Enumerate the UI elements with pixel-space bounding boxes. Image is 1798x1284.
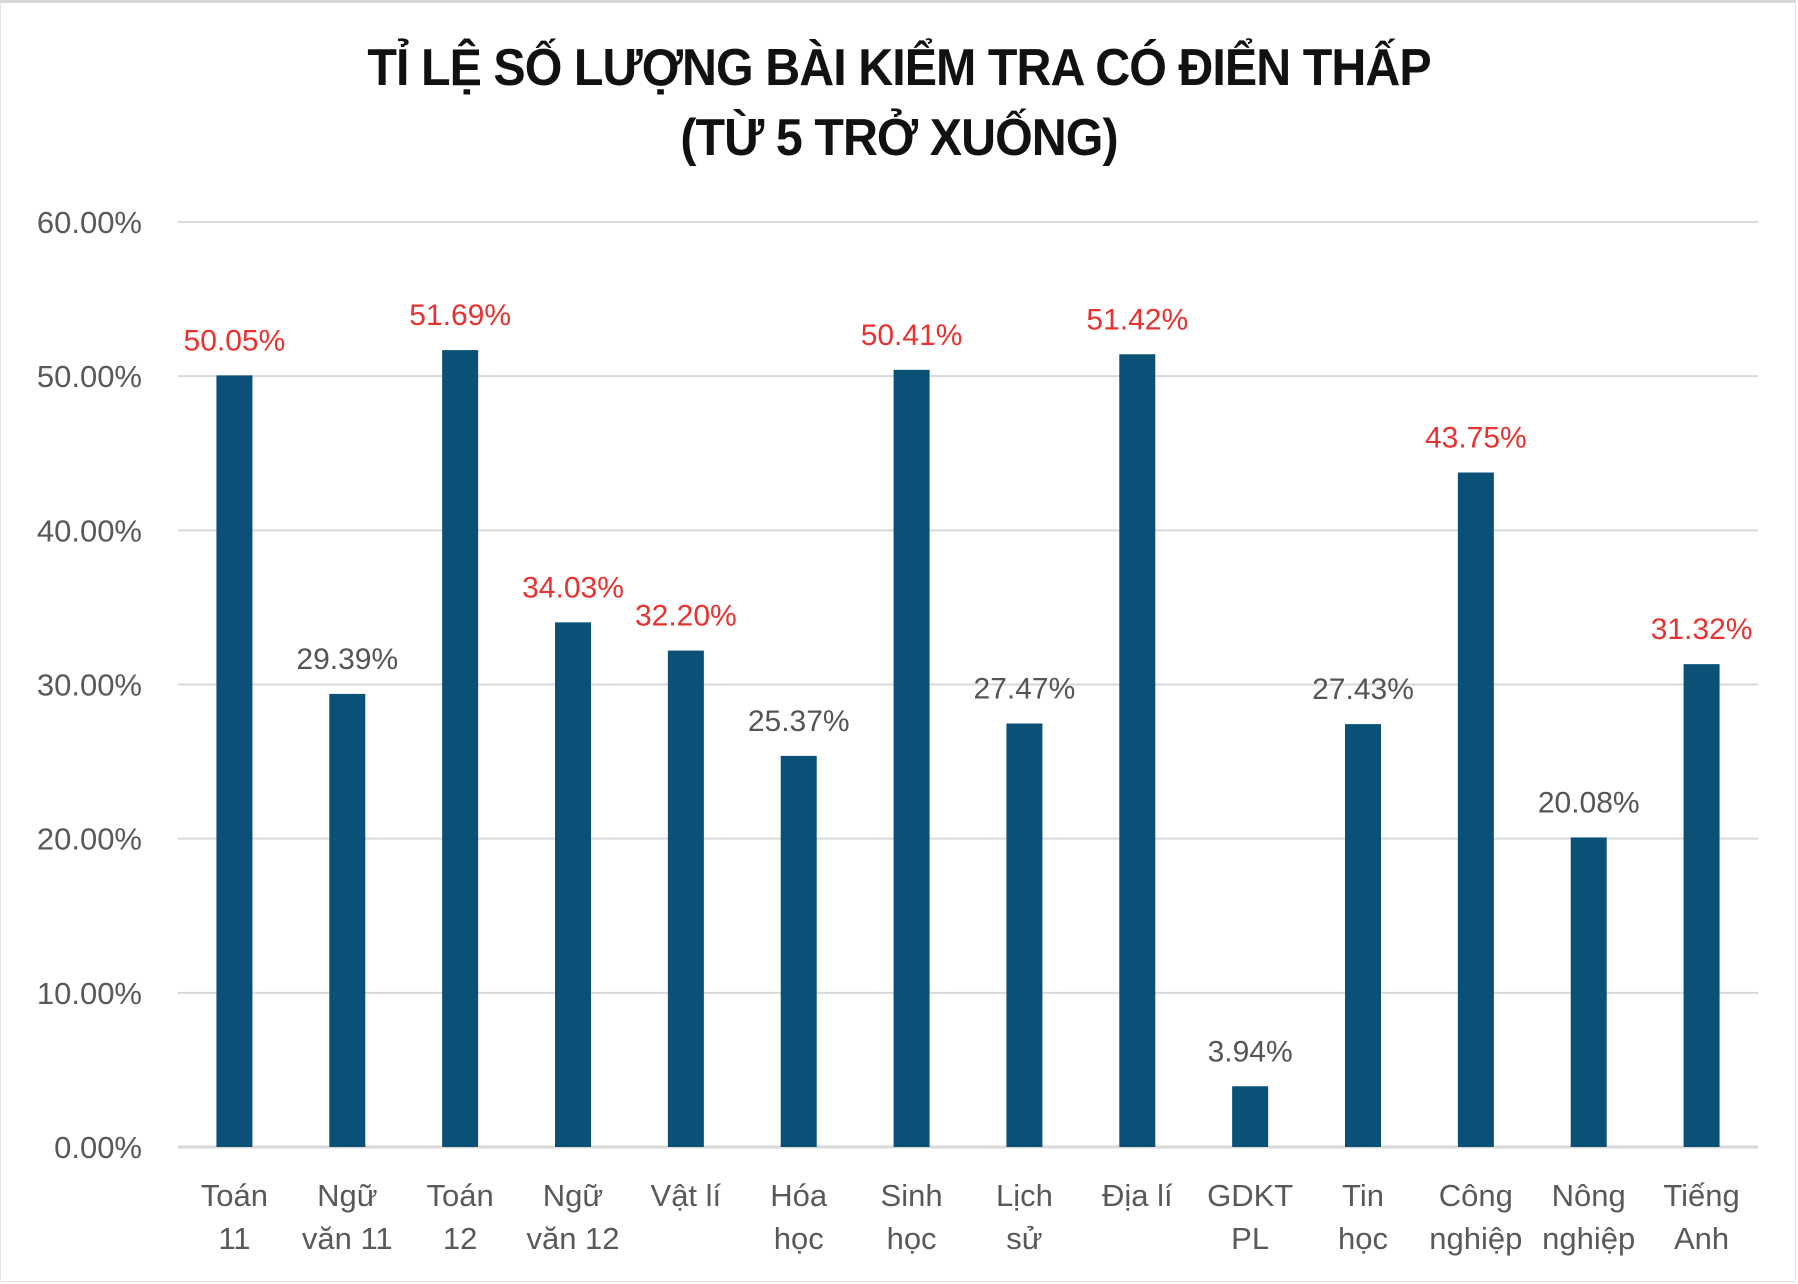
data-label: 27.43% xyxy=(1312,673,1414,706)
x-tick-label: Nông xyxy=(1552,1178,1626,1213)
data-label: 34.03% xyxy=(522,571,624,604)
data-label: 3.94% xyxy=(1208,1035,1293,1068)
x-tick-label: học xyxy=(1338,1221,1388,1256)
data-label: 51.69% xyxy=(409,299,511,332)
x-tick-label: Toán xyxy=(427,1178,494,1213)
y-tick-label: 20.00% xyxy=(37,822,142,857)
bar xyxy=(216,375,253,1147)
data-label: 25.37% xyxy=(748,705,850,738)
x-tick-label: Lịch xyxy=(996,1178,1053,1213)
x-tick-label: GDKT xyxy=(1207,1178,1293,1213)
x-tick-label: PL xyxy=(1231,1221,1269,1256)
x-tick-label: Vật lí xyxy=(651,1178,722,1213)
data-label: 27.47% xyxy=(974,673,1076,706)
bar xyxy=(893,369,930,1147)
x-tick-label: 12 xyxy=(443,1221,477,1256)
x-tick-label: Công xyxy=(1439,1178,1513,1213)
bar xyxy=(780,755,817,1147)
x-tick-label: sử xyxy=(1006,1221,1042,1256)
y-tick-label: 0.00% xyxy=(54,1130,142,1165)
data-label: 20.08% xyxy=(1538,786,1640,819)
x-tick-label: 11 xyxy=(218,1221,250,1256)
data-label: 51.42% xyxy=(1086,303,1188,336)
chart-title-line-2: (TỪ 5 TRỞ XUỐNG) xyxy=(680,109,1118,167)
x-tick-label: Toán xyxy=(201,1178,268,1213)
bar xyxy=(1683,664,1720,1147)
bar xyxy=(329,693,366,1147)
x-tick-label: Hóa xyxy=(770,1178,828,1213)
bar xyxy=(667,650,704,1147)
data-label: 31.32% xyxy=(1651,613,1753,646)
x-tick-label: văn 11 xyxy=(302,1221,393,1256)
x-tick-label: nghiệp xyxy=(1429,1221,1522,1256)
data-label: 50.05% xyxy=(184,324,286,357)
data-label: 32.20% xyxy=(635,600,737,633)
x-tick-label: Tin xyxy=(1342,1178,1384,1213)
data-label: 29.39% xyxy=(296,643,398,676)
x-tick-label: học xyxy=(774,1221,824,1256)
y-tick-label: 30.00% xyxy=(37,668,142,703)
y-tick-label: 10.00% xyxy=(37,976,142,1011)
x-tick-label: nghiệp xyxy=(1542,1221,1635,1256)
bar xyxy=(1232,1086,1269,1147)
x-tick-label: Tiếng xyxy=(1663,1178,1739,1213)
bar xyxy=(1457,472,1494,1147)
bar xyxy=(442,350,479,1147)
bar xyxy=(1006,723,1043,1147)
data-label: 50.41% xyxy=(861,319,963,352)
chart-title-line-1: TỈ LỆ SỐ LƯỢNG BÀI KIỂM TRA CÓ ĐIỂN THẤP xyxy=(367,39,1431,97)
data-label: 43.75% xyxy=(1425,422,1527,455)
bar xyxy=(1119,354,1156,1147)
x-tick-label: Địa lí xyxy=(1102,1178,1173,1213)
y-tick-label: 50.00% xyxy=(37,359,142,394)
x-tick-label: Sinh xyxy=(881,1178,943,1213)
x-tick-label: Ngữ xyxy=(543,1178,603,1213)
bar xyxy=(555,622,591,1147)
x-tick-label: Ngữ xyxy=(317,1178,377,1213)
bar xyxy=(1345,724,1381,1147)
x-tick-label: Anh xyxy=(1674,1221,1729,1256)
x-tick-label: học xyxy=(887,1221,937,1256)
x-tick-label: văn 12 xyxy=(526,1221,619,1256)
y-tick-label: 60.00% xyxy=(37,205,142,240)
y-tick-label: 40.00% xyxy=(37,513,142,548)
bar xyxy=(1570,837,1607,1147)
